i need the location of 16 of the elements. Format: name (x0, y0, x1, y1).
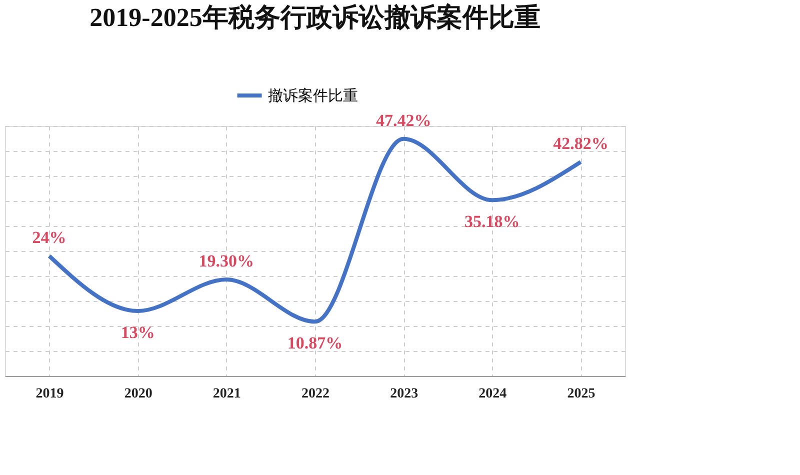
data-label: 10.87% (287, 334, 343, 353)
data-label: 13% (120, 323, 155, 342)
data-label: 47.42% (376, 110, 432, 130)
data-label: 19.30% (198, 252, 254, 270)
x-tick-label: 2022 (302, 386, 330, 402)
x-tick-label: 2025 (567, 386, 596, 402)
data-label: 35.18% (464, 212, 520, 232)
x-tick-label: 2024 (478, 386, 507, 402)
x-tick-label: 2023 (390, 386, 418, 402)
data-label: 42.82% (553, 134, 608, 153)
x-tick-label: 2020 (124, 386, 152, 402)
x-tick-label: 2021 (212, 386, 241, 402)
x-tick-label: 2019 (36, 386, 64, 402)
data-label: 24% (32, 228, 66, 247)
legend-label: 撤诉案件比重 (268, 88, 358, 104)
chart-title: 2019-2025年税务行政诉讼撤诉案件比重 (90, 3, 540, 32)
